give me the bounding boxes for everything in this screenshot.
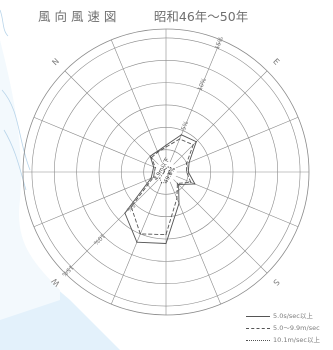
- ring-label-W-0: 5%: [125, 202, 137, 214]
- series-dashed-point-S: [176, 182, 178, 184]
- series-solid-point-ESE: [188, 161, 190, 164]
- series-dotted-point-E: [169, 166, 172, 169]
- series-dashed-point-W: [130, 206, 132, 208]
- series-dotted-point-W: [159, 177, 161, 179]
- series-dashed-point-NNE: [157, 151, 159, 153]
- rose-spoke-ENE: [169, 39, 222, 163]
- direction-label-N: N: [50, 56, 61, 67]
- series-solid-point-SSW: [178, 202, 180, 204]
- legend-label-dotted: 10.1m/sec以上: [273, 336, 320, 344]
- legend-label-solid: 5.0s/sec以上: [273, 312, 313, 320]
- series-dashed-point-SW: [165, 233, 167, 236]
- series-dashed-polygon: [130, 138, 194, 236]
- series-dashed-point-E: [192, 144, 194, 146]
- direction-label-W: W: [50, 276, 62, 288]
- series-solid-point-SSE: [194, 183, 196, 185]
- rose-spoke-WNW: [33, 175, 157, 228]
- series-dotted-point-SW: [165, 182, 167, 184]
- series-solid-point-WNW: [150, 177, 152, 179]
- rose-spoke-S: [173, 179, 268, 274]
- page-title: 風 向 風 速 図 昭和46年〜50年: [38, 9, 249, 24]
- series-dotted-point-NNE: [164, 168, 166, 171]
- series-dashed-point-ESE: [186, 162, 188, 165]
- series-dotted-point-ESE: [168, 170, 170, 172]
- series-solid-point-W: [124, 212, 126, 214]
- series-dotted-point-SSW: [167, 176, 169, 178]
- series-dotted-point-WSW: [160, 182, 163, 184]
- rose-spoke-N: [64, 70, 159, 165]
- series-dashed-point-NW: [153, 171, 155, 173]
- series-dotted-point-ENE: [167, 166, 169, 168]
- series-dotted-point-NE: [165, 167, 167, 170]
- series-dashed-point-N: [150, 156, 153, 159]
- series-dashed-point-WSW: [139, 233, 141, 235]
- rose-spoke-E: [173, 70, 268, 165]
- series-solid-point-NNW: [153, 166, 155, 168]
- series-dashed-point-NE: [165, 146, 167, 148]
- series-solid-point-NW: [151, 171, 154, 173]
- ring-label-ENE-2: 15%: [214, 35, 226, 50]
- legend-item-dashed: 5.0〜9.9m/sec: [246, 322, 320, 332]
- series-dotted-point-WNW: [162, 172, 165, 174]
- series-solid-point-WSW: [136, 241, 138, 243]
- ring-label-ENE-1: 10%: [196, 77, 208, 92]
- rose-spoke-NNW: [33, 116, 157, 169]
- legend-swatch-solid: [246, 315, 270, 317]
- series-solid-point-SE: [187, 171, 189, 173]
- rose-spoke-SSW: [169, 181, 222, 305]
- direction-label-E: E: [271, 57, 281, 67]
- rose-spoke-NNE: [110, 39, 163, 163]
- rose-grid: [22, 28, 310, 316]
- legend-swatch-dashed: [246, 327, 270, 329]
- series-dotted-point-S: [167, 173, 169, 175]
- series-dashed-point-SSE: [190, 181, 192, 183]
- series-solid-point-S: [178, 184, 180, 186]
- series-solid-point-E: [195, 141, 197, 143]
- series-dotted-point-N: [163, 169, 165, 171]
- legend-label-dashed: 5.0〜9.9m/sec: [273, 324, 320, 332]
- series-dotted-point-SE: [168, 171, 170, 173]
- series-solid-point-SW: [165, 242, 167, 245]
- rose-spoke-WSW: [110, 181, 163, 305]
- ring-label-ENE-0: 5%: [180, 120, 190, 132]
- series-solid-point-ENE: [180, 134, 182, 136]
- series-dashed-point-SE: [185, 171, 188, 173]
- series-dotted-point-SSE: [169, 173, 171, 175]
- series-layer: [124, 134, 197, 245]
- legend-item-solid: 5.0s/sec以上: [246, 310, 313, 320]
- series-dashed-point-NNW: [154, 166, 156, 169]
- series-dashed-point-WNW: [153, 176, 155, 178]
- series-solid-point-NE: [165, 144, 167, 146]
- legend-item-dotted: 10.1m/sec以上: [246, 334, 320, 344]
- rose-spoke-SSE: [175, 175, 299, 228]
- rose-spoke-ESE: [175, 116, 299, 169]
- series-dotted-point-NNW: [163, 170, 165, 172]
- series-solid-point-N: [149, 155, 151, 157]
- series-dashed-point-ENE: [179, 138, 181, 140]
- legend-swatch-dotted: [246, 339, 270, 341]
- rose-spoke-W: [64, 179, 159, 274]
- direction-label-S: S: [271, 277, 281, 287]
- series-solid-polygon: [124, 134, 197, 244]
- series-dashed-point-SSW: [176, 197, 178, 200]
